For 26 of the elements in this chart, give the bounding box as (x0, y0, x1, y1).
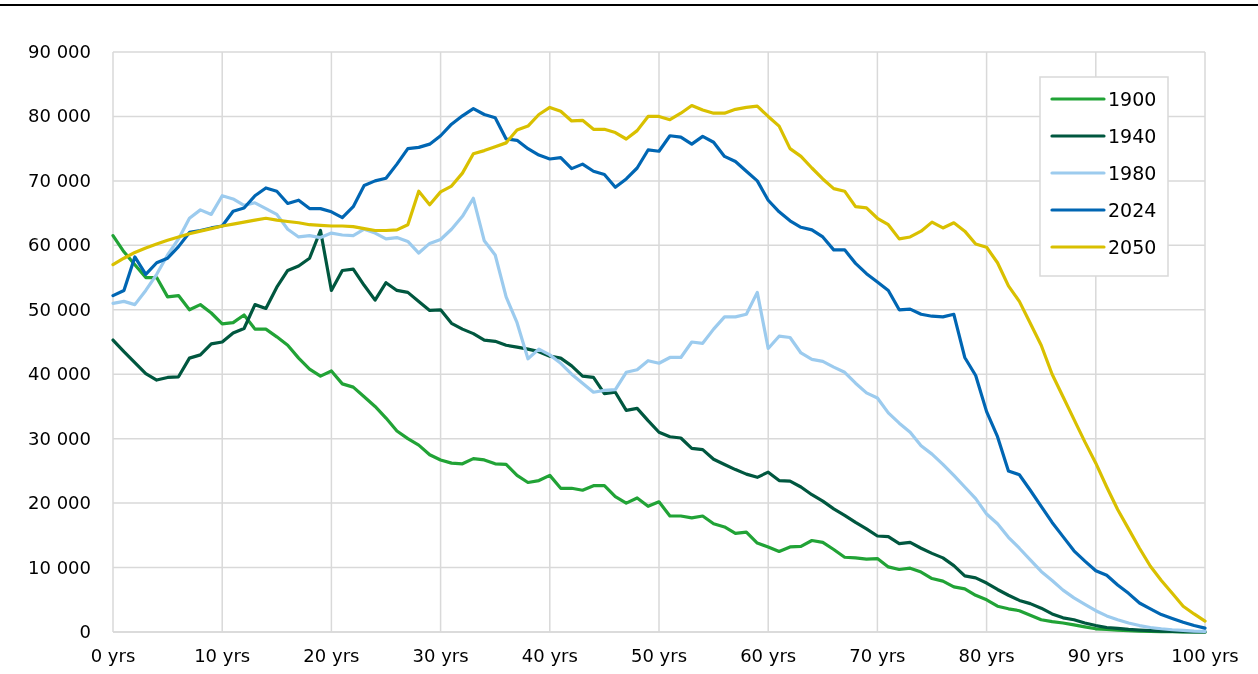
legend-label: 1940 (1108, 125, 1157, 147)
y-tick-label: 20 000 (28, 492, 91, 514)
x-tick-label: 100 yrs (1171, 645, 1239, 666)
y-tick-label: 80 000 (28, 105, 91, 127)
x-tick-label: 40 yrs (521, 645, 578, 666)
x-tick-label: 10 yrs (194, 645, 251, 666)
y-tick-label: 70 000 (28, 169, 91, 191)
x-tick-label: 30 yrs (412, 645, 469, 666)
x-tick-label: 90 yrs (1067, 645, 1124, 666)
x-tick-label: 20 yrs (303, 645, 360, 666)
x-tick-label: 50 yrs (630, 645, 688, 666)
y-tick-label: 30 000 (28, 427, 91, 449)
y-tick-label: 90 000 (28, 41, 91, 62)
legend-label: 1900 (1108, 88, 1157, 110)
y-tick-label: 0 (79, 621, 91, 642)
x-tick-label: 0 yrs (90, 645, 136, 666)
x-tick-label: 80 yrs (958, 645, 1015, 666)
y-tick-label: 50 000 (28, 298, 91, 320)
legend-label: 1980 (1108, 162, 1157, 184)
y-tick-label: 60 000 (28, 234, 91, 256)
legend-label: 2024 (1108, 199, 1157, 221)
legend-label: 2050 (1108, 236, 1157, 258)
y-tick-label: 10 000 (28, 556, 91, 578)
x-tick-label: 70 yrs (849, 645, 906, 666)
x-tick-label: 60 yrs (740, 645, 797, 666)
y-tick-label: 40 000 (28, 363, 91, 385)
